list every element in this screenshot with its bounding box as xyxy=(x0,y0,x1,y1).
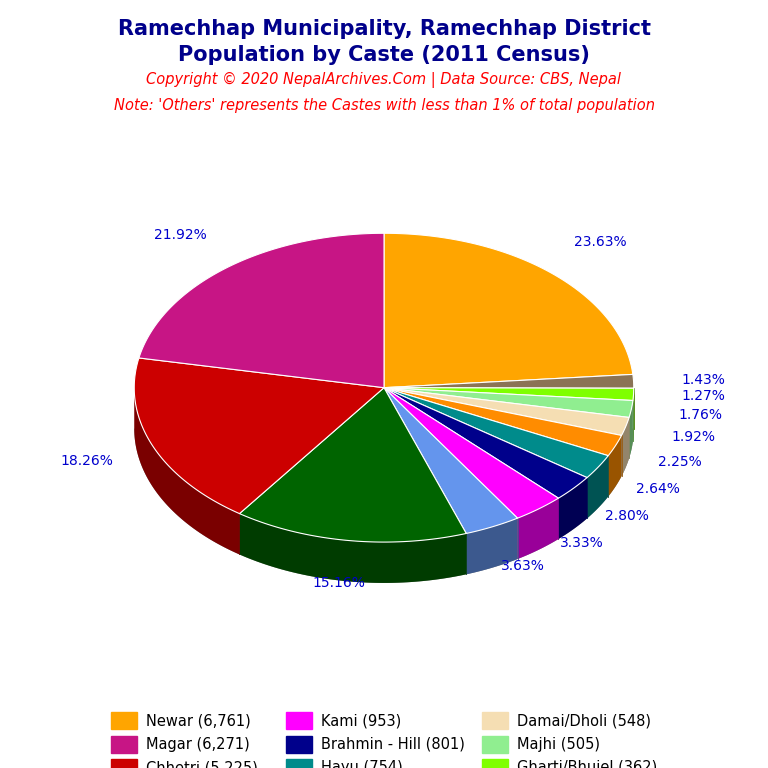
Polygon shape xyxy=(384,388,629,435)
Polygon shape xyxy=(134,358,384,514)
Text: Copyright © 2020 NepalArchives.Com | Data Source: CBS, Nepal: Copyright © 2020 NepalArchives.Com | Dat… xyxy=(147,72,621,88)
Polygon shape xyxy=(384,233,633,388)
Polygon shape xyxy=(384,388,608,478)
Text: 2.80%: 2.80% xyxy=(604,509,648,524)
Text: 1.27%: 1.27% xyxy=(681,389,725,403)
Polygon shape xyxy=(518,498,558,559)
Polygon shape xyxy=(384,388,587,498)
Text: Ramechhap Municipality, Ramechhap District: Ramechhap Municipality, Ramechhap Distri… xyxy=(118,19,650,39)
Text: 21.92%: 21.92% xyxy=(154,228,207,242)
Legend: Newar (6,761), Magar (6,271), Chhetri (5,225), Tamang (4,338), Sunuwar (1,040), : Newar (6,761), Magar (6,271), Chhetri (5… xyxy=(105,707,663,768)
Text: 2.64%: 2.64% xyxy=(637,482,680,496)
Text: 2.25%: 2.25% xyxy=(658,455,702,469)
Polygon shape xyxy=(608,435,621,497)
Polygon shape xyxy=(384,388,634,400)
Text: 3.33%: 3.33% xyxy=(561,536,604,550)
Polygon shape xyxy=(629,400,633,458)
Text: 1.43%: 1.43% xyxy=(681,372,725,386)
Text: 23.63%: 23.63% xyxy=(574,235,627,249)
Polygon shape xyxy=(587,455,608,518)
Text: 3.63%: 3.63% xyxy=(501,558,545,573)
Polygon shape xyxy=(384,388,633,418)
Polygon shape xyxy=(240,514,466,583)
Text: Population by Caste (2011 Census): Population by Caste (2011 Census) xyxy=(178,45,590,65)
Polygon shape xyxy=(621,418,629,476)
Polygon shape xyxy=(558,478,587,539)
Text: 15.16%: 15.16% xyxy=(313,576,366,591)
Polygon shape xyxy=(466,518,518,574)
Polygon shape xyxy=(240,388,466,542)
Polygon shape xyxy=(633,389,634,442)
Polygon shape xyxy=(134,429,634,583)
Polygon shape xyxy=(384,374,634,389)
Polygon shape xyxy=(384,388,518,534)
Text: 1.92%: 1.92% xyxy=(671,430,716,445)
Text: Note: 'Others' represents the Castes with less than 1% of total population: Note: 'Others' represents the Castes wit… xyxy=(114,98,654,114)
Polygon shape xyxy=(139,233,384,388)
Polygon shape xyxy=(134,388,240,554)
Polygon shape xyxy=(384,388,558,518)
Polygon shape xyxy=(384,388,621,455)
Text: 1.76%: 1.76% xyxy=(679,408,723,422)
Text: 18.26%: 18.26% xyxy=(61,454,114,468)
